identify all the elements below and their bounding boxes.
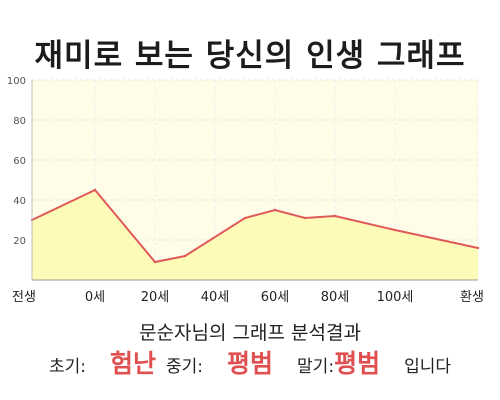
data-point bbox=[93, 188, 97, 192]
data-point bbox=[333, 214, 337, 218]
y-tick-label: 60 bbox=[13, 156, 26, 167]
x-tick-label: 환생 bbox=[460, 290, 484, 305]
data-point bbox=[303, 216, 307, 220]
y-tick-label: 20 bbox=[13, 236, 26, 247]
late-value: 평범 bbox=[334, 349, 381, 378]
y-tick-label: 40 bbox=[13, 196, 26, 207]
middle-label: 중기: bbox=[166, 357, 204, 377]
middle-value: 평범 bbox=[227, 349, 274, 378]
x-tick-label: 0세 bbox=[85, 290, 105, 305]
analysis-result: 초기: 험난 중기: 평범 말기: 평범 입니다 bbox=[0, 344, 500, 380]
x-tick-label: 80세 bbox=[321, 290, 350, 305]
result-suffix: 입니다 bbox=[404, 357, 451, 377]
life-line bbox=[31, 188, 479, 264]
data-point bbox=[153, 260, 157, 264]
x-axis-ticks: 전생 0세 20세 40세 60세 80세 100세 환생 bbox=[12, 290, 484, 305]
x-tick-label: 전생 bbox=[12, 290, 36, 305]
page-title: 재미로 보는 당신의 인생 그래프 bbox=[34, 38, 466, 74]
x-tick-label: 100세 bbox=[377, 290, 414, 305]
data-point bbox=[393, 228, 397, 232]
data-point bbox=[183, 254, 187, 258]
y-axis-ticks: 20 40 60 80 100 bbox=[7, 76, 26, 247]
data-point bbox=[476, 246, 480, 250]
life-area-fill bbox=[32, 190, 478, 280]
x-tick-label: 40세 bbox=[201, 290, 230, 305]
y-tick-label: 80 bbox=[13, 116, 26, 127]
analysis-heading: 문순자님의 그래프 분석결과 bbox=[139, 322, 361, 344]
late-label: 말기: bbox=[297, 357, 335, 377]
data-point bbox=[273, 208, 277, 212]
early-value: 험난 bbox=[110, 349, 157, 378]
y-tick-label: 100 bbox=[7, 76, 26, 87]
data-points bbox=[30, 188, 480, 264]
x-tick-label: 20세 bbox=[141, 290, 170, 305]
x-tick-label: 60세 bbox=[261, 290, 290, 305]
early-label: 초기: bbox=[48, 357, 86, 377]
life-graph-chart: 20 40 60 80 100 전생 0세 20세 40세 60세 80세 100세 환생 bbox=[7, 76, 484, 305]
data-point bbox=[243, 216, 247, 220]
